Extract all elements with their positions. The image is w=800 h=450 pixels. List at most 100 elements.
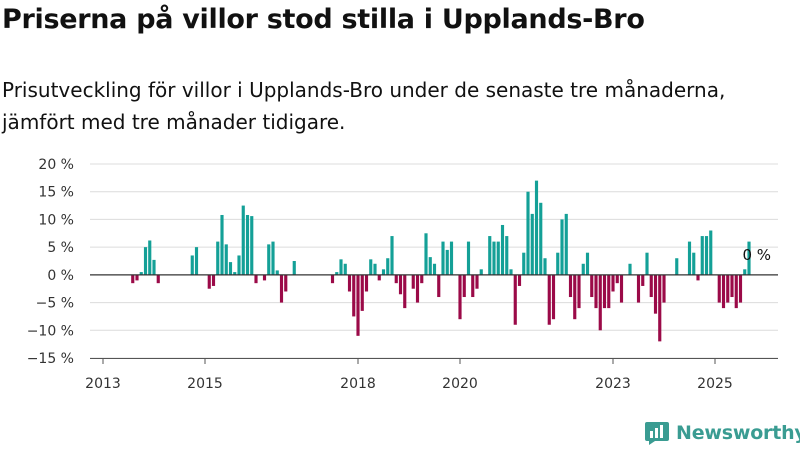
bar [220,214,224,275]
bar [543,258,547,275]
bar [135,274,139,281]
bar [194,247,199,275]
bar [411,274,415,289]
bar [649,274,653,298]
bar [611,274,615,292]
annotation-label: 0 % [743,246,772,264]
bar [564,213,568,275]
bar [339,259,343,275]
bar [471,274,475,298]
bar [509,269,513,275]
bar [241,205,245,275]
bar [539,202,543,275]
bar [364,274,369,292]
bar [594,274,598,309]
bar [704,236,709,275]
bar [211,274,216,286]
bar [658,274,662,342]
bar [726,274,730,303]
bar [458,274,462,320]
bar [330,274,335,284]
x-tick-label: 2023 [595,376,631,392]
y-tick-label: −10 % [27,323,74,339]
bar [590,274,594,298]
bar [139,272,143,275]
bar [730,274,734,298]
bar [602,274,607,309]
bar [292,261,296,275]
bar [547,274,551,325]
bar [522,252,526,275]
bar [148,240,152,275]
bar [275,270,279,275]
bar [369,259,373,275]
bar [619,274,624,303]
bar [424,233,428,275]
bar [156,274,160,284]
y-tick-label: 10 % [38,212,74,228]
x-tick-label: 2025 [697,376,733,392]
bar [335,272,339,275]
newsworthy-logo: Newsworthy [644,418,800,448]
bar [437,274,441,298]
bar [190,255,194,275]
bar [462,274,466,298]
bar [577,274,581,309]
bar [271,241,275,275]
bar [347,274,352,292]
bar [560,219,564,275]
chart-subtitle: Prisutveckling för villor i Upplands-Bro… [2,78,726,134]
bar [743,269,747,275]
bar [377,274,381,281]
bar [224,244,228,275]
bar [581,263,585,275]
bar [687,241,692,275]
bar [747,241,751,275]
bar [428,257,432,275]
bar [696,274,700,281]
bar [356,274,360,336]
bar [675,258,679,275]
bar [641,274,645,286]
bar [692,252,696,275]
bar [700,236,704,275]
axes [90,274,778,364]
bar [343,263,347,275]
bar [420,274,424,284]
bar [526,191,530,275]
bar [492,241,496,275]
bar [352,274,356,317]
bar [284,274,288,292]
bar [152,259,156,275]
bar [237,255,241,275]
bar [250,216,254,275]
bar [262,274,267,281]
bar [475,274,479,289]
bar [267,244,271,275]
y-tick-label: −5 % [36,296,74,312]
bar [628,263,632,275]
bar [598,274,602,331]
bar [551,274,556,320]
bar [449,241,454,275]
bar [386,258,390,275]
bar [131,274,135,284]
bar [445,249,449,275]
bar [636,274,641,303]
bar [568,274,573,298]
bar [717,274,721,303]
bar [207,274,211,289]
y-tick-label: 15 % [38,185,74,201]
bar [517,274,522,286]
x-tick-label: 2015 [187,376,223,392]
y-tick-label: 5 % [47,240,74,256]
y-tick-label: 0 % [47,268,74,284]
grid-lines [90,163,778,359]
bar [615,274,619,284]
bar [279,274,284,303]
bar [216,241,220,275]
bar [390,236,394,275]
x-tick-label: 2020 [442,376,478,392]
bar [143,247,148,275]
